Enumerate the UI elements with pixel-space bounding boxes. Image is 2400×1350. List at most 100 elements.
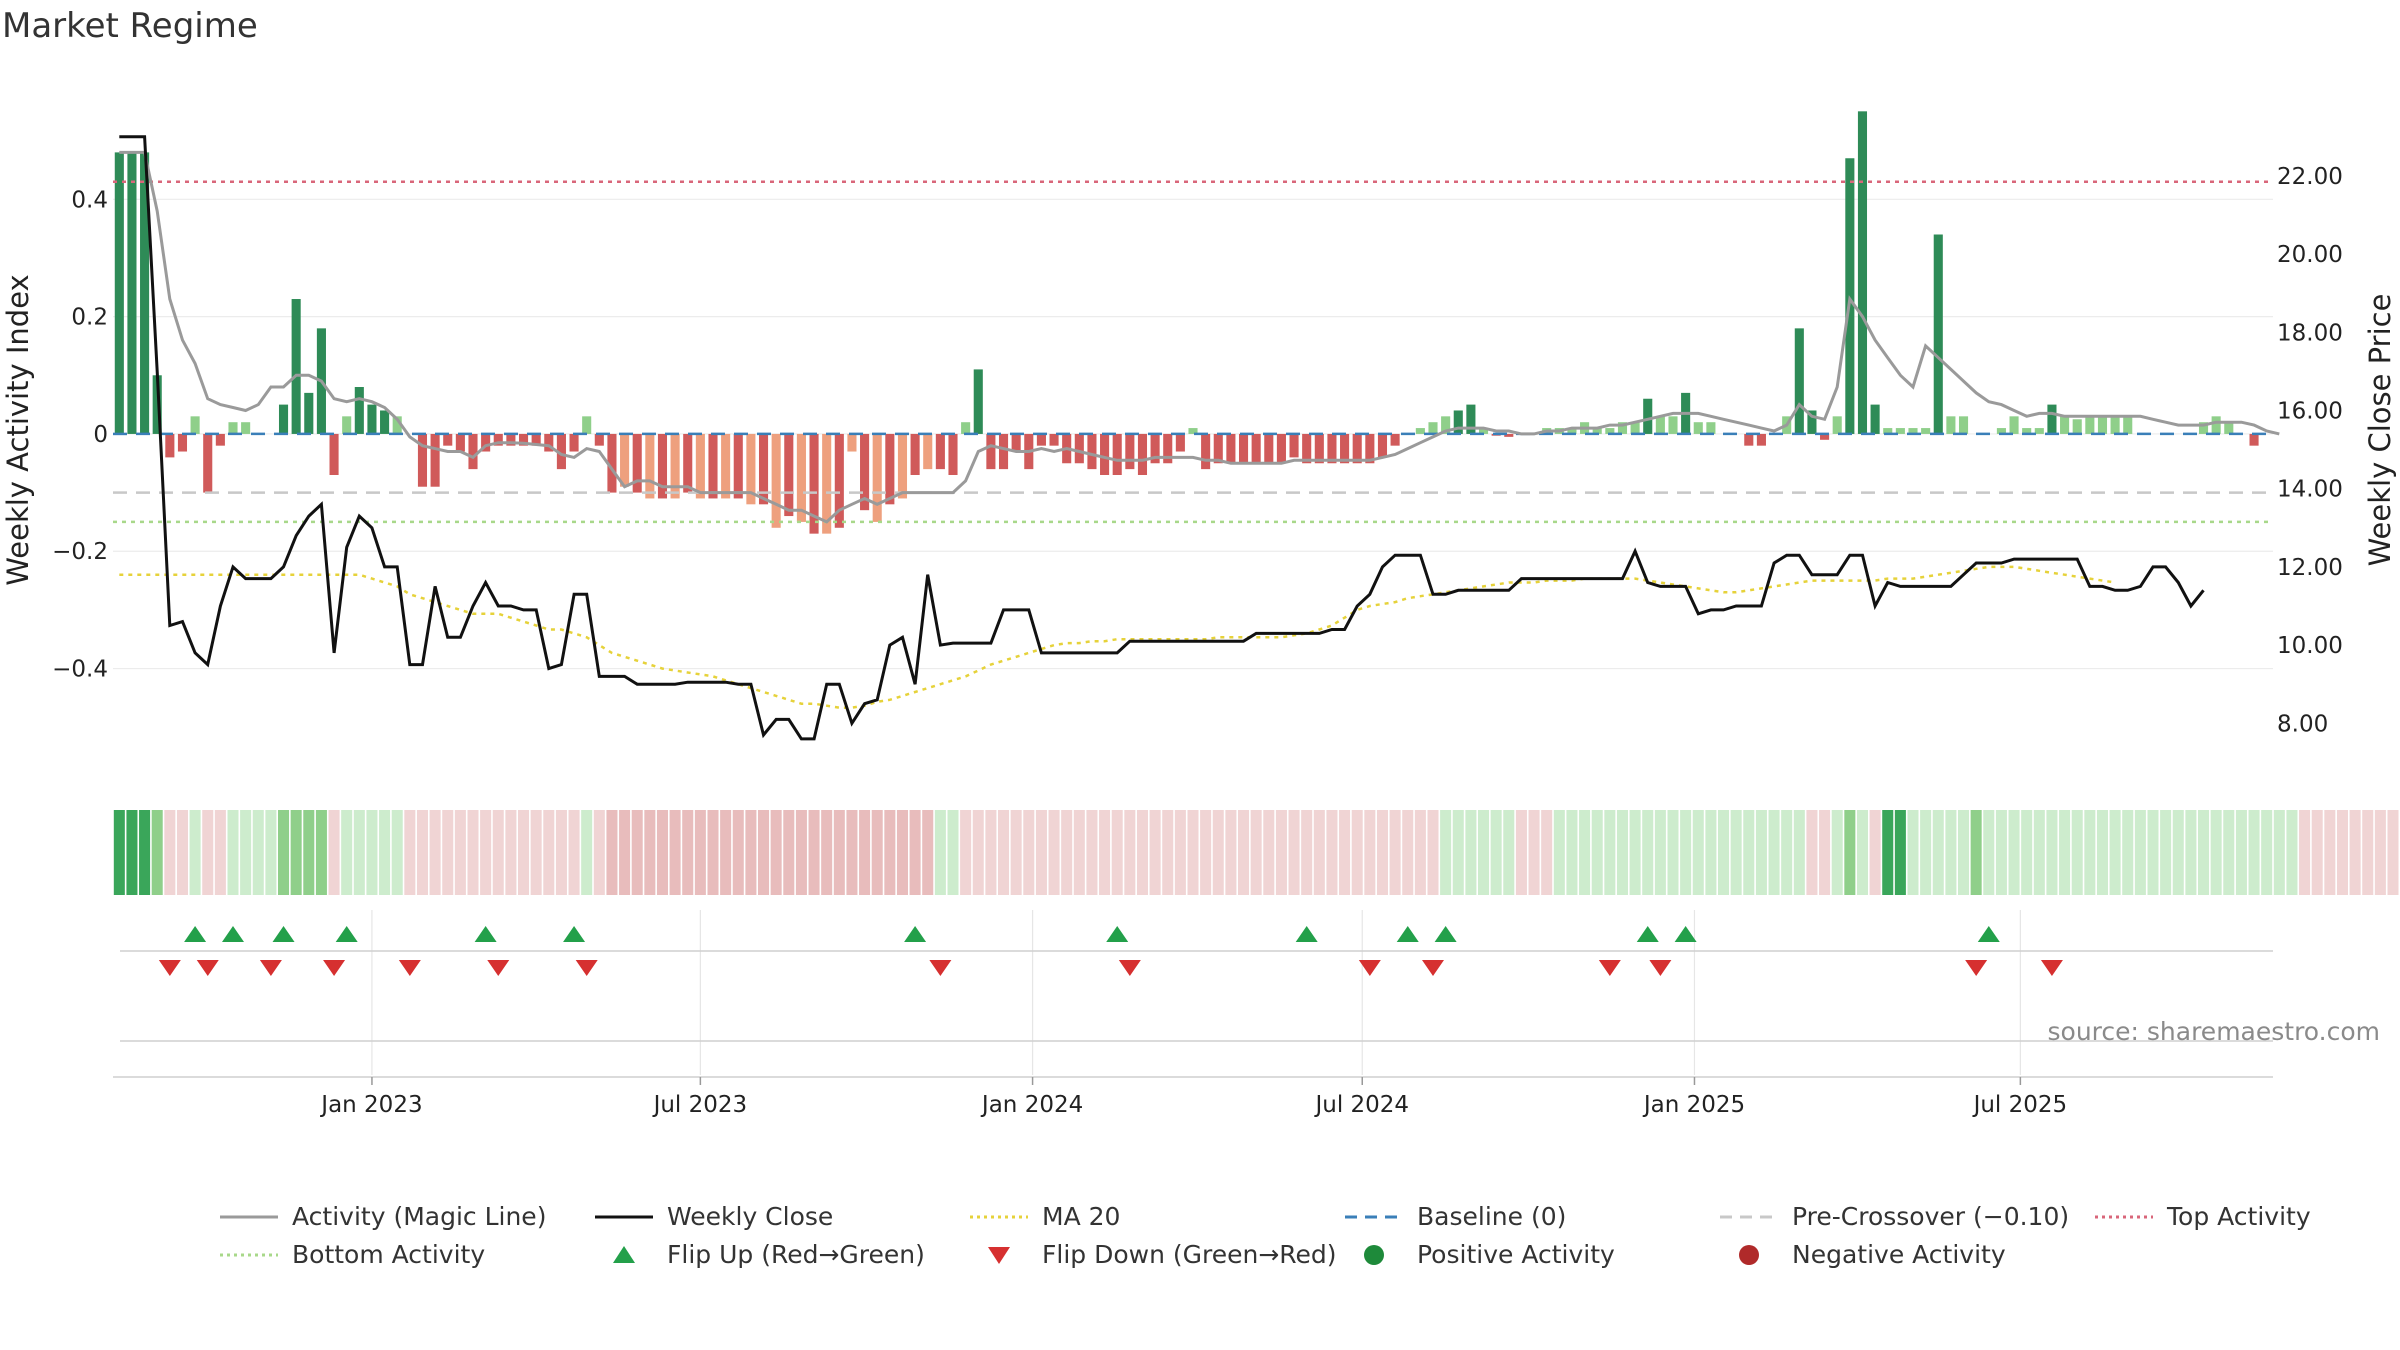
regime-strip-cell <box>947 810 959 895</box>
regime-strip-cell <box>2160 810 2172 895</box>
regime-strip-cell <box>1250 810 1262 895</box>
regime-strip-cell <box>1048 810 1060 895</box>
regime-strip-cell <box>1301 810 1313 895</box>
regime-strip-cell <box>2387 810 2399 895</box>
legend-flip-up-swatch <box>613 1246 635 1263</box>
regime-strip-cell <box>1174 810 1186 895</box>
regime-strip-cell <box>2324 810 2336 895</box>
regime-strip-cell <box>303 810 315 895</box>
flip-up-marker <box>1977 926 2000 942</box>
activity-bar <box>114 152 124 434</box>
activity-bar <box>329 433 339 475</box>
legend-ma20: MA 20 <box>970 1202 1120 1231</box>
regime-strip-cell <box>278 810 290 895</box>
regime-strip-cell <box>1288 810 1300 895</box>
legend-flip-up-label: Flip Up (Red→Green) <box>667 1240 925 1269</box>
activity-bar <box>910 433 920 475</box>
regime-strip-cell <box>1490 810 1502 895</box>
regime-strip-cell <box>1743 810 1755 895</box>
legend-top-activity-label: Top Activity <box>2166 1202 2311 1231</box>
activity-bar <box>935 433 945 470</box>
regime-strip-cell <box>1680 810 1692 895</box>
regime-strip-cell <box>2223 810 2235 895</box>
activity-bars <box>114 111 2259 534</box>
flip-up-marker <box>272 926 295 942</box>
regime-strip-cell <box>1768 810 1780 895</box>
axes: 0.4 0.2 0 −0.2 −0.4 22.00 20.00 18.00 16.00 14.00… <box>1 164 2397 737</box>
activity-bar <box>1428 422 1438 434</box>
regime-strip-cell <box>644 810 656 895</box>
regime-strip-cell <box>720 810 732 895</box>
regime-strip-cell <box>2059 810 2071 895</box>
activity-bar <box>367 404 377 434</box>
activity-bar <box>847 433 857 452</box>
flip-down-marker <box>1649 960 1672 976</box>
regime-strip-cell <box>416 810 428 895</box>
activity-bar <box>771 433 781 528</box>
x-tick-label: Jul 2023 <box>652 1092 748 1118</box>
regime-strip-cell <box>2286 810 2298 895</box>
flip-up-marker <box>1295 926 1318 942</box>
activity-bar <box>455 433 465 452</box>
regime-strip-cell <box>1263 810 1275 895</box>
activity-bar <box>2249 433 2259 446</box>
regime-strip-cell <box>1503 810 1515 895</box>
x-tick-label: Jan 2023 <box>319 1092 422 1118</box>
activity-bar <box>506 433 516 446</box>
regime-strip-cell <box>1566 810 1578 895</box>
activity-bar <box>354 387 364 434</box>
activity-bar <box>1478 428 1489 434</box>
right-tick-label: 20.00 <box>2277 242 2343 268</box>
regime-strip-cell <box>2109 810 2121 895</box>
activity-bar <box>1441 416 1451 434</box>
regime-strip-cell <box>555 810 567 895</box>
regime-strip-cell <box>202 810 214 895</box>
flip-down-marker <box>575 960 598 976</box>
activity-bar <box>746 433 756 505</box>
activity-bar <box>961 422 971 434</box>
activity-bar <box>1933 234 1943 434</box>
activity-bar <box>1996 428 2006 434</box>
activity-bar <box>885 433 895 505</box>
activity-bar <box>140 152 150 434</box>
activity-bar <box>1238 433 1249 464</box>
regime-strip-cell <box>1983 810 1995 895</box>
activity-bar <box>2072 419 2082 434</box>
legend-negative-activity-swatch <box>1739 1245 1759 1265</box>
legend-flip-down-swatch <box>988 1247 1010 1264</box>
regime-strip-cell <box>366 810 378 895</box>
activity-bar <box>872 433 882 522</box>
right-axis-label: Weekly Close Price <box>2363 294 2397 567</box>
activity-bar <box>177 433 188 452</box>
regime-strip-cell <box>960 810 972 895</box>
regime-strip-cell <box>139 810 151 895</box>
activity-bar <box>430 433 440 487</box>
regime-strip-cell <box>1528 810 1540 895</box>
activity-bar <box>165 433 175 458</box>
activity-bar <box>1592 428 1602 434</box>
legend-weekly-close: Weekly Close <box>595 1202 833 1231</box>
activity-bar <box>278 404 289 434</box>
activity-bar <box>1946 416 1956 434</box>
activity-bar <box>1163 433 1173 464</box>
activity-bar <box>683 433 693 493</box>
activity-bar <box>417 433 428 487</box>
legend-ma20-label: MA 20 <box>1042 1202 1120 1231</box>
regime-strip-cell <box>821 810 833 895</box>
regime-strip-cell <box>1452 810 1464 895</box>
activity-bar <box>1693 422 1703 434</box>
activity-bar <box>215 433 225 446</box>
regime-strip-cell <box>1339 810 1351 895</box>
activity-bar <box>1895 428 1905 434</box>
regime-strip-cell <box>2147 810 2159 895</box>
left-tick-label: −0.2 <box>52 539 108 565</box>
regime-strip-cell <box>1755 810 1767 895</box>
activity-bar <box>645 433 655 499</box>
legend-activity-magic-line: Activity (Magic Line) <box>220 1202 546 1231</box>
regime-strip-cell <box>631 810 643 895</box>
regime-strip-cell <box>1945 810 1957 895</box>
regime-strip-cell <box>2008 810 2020 895</box>
activity-bar <box>1074 433 1084 464</box>
regime-strip-cell <box>998 810 1010 895</box>
